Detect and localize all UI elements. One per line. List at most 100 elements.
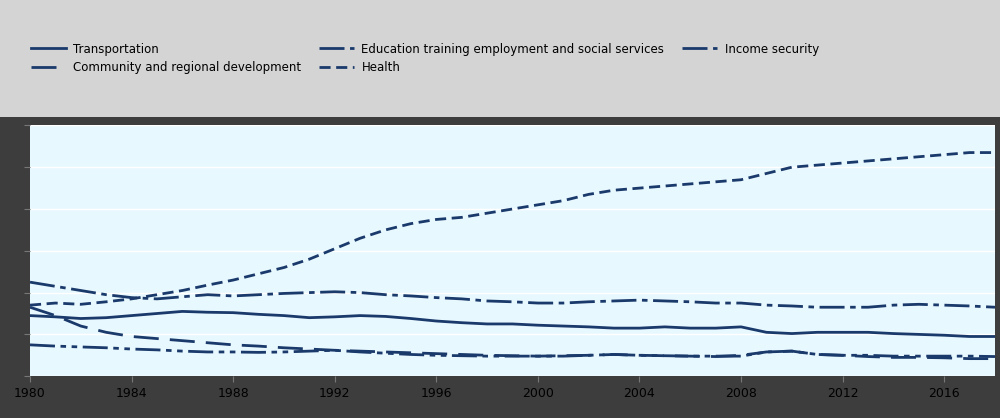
Transportation (786, 331, 798, 336)
Education training employment and social services (49, 284, 61, 289)
Transportation (862, 330, 874, 335)
Education training employment and social services (354, 290, 366, 295)
Transportation (354, 313, 366, 318)
Health (456, 215, 468, 220)
Education training employment and social services (278, 291, 290, 296)
Education training employment and social services (202, 292, 214, 297)
Education training employment and social services (151, 296, 163, 301)
Income security (735, 354, 747, 359)
Transportation (430, 319, 442, 324)
Income security (481, 354, 493, 359)
Income security (557, 354, 569, 359)
Community and regional development (354, 349, 366, 354)
Income security (608, 352, 620, 357)
Community and regional development (532, 354, 544, 359)
Income security (278, 349, 290, 354)
Income security (710, 354, 722, 359)
Income security (354, 349, 366, 354)
Community and regional development (75, 324, 87, 329)
Community and regional development (786, 349, 798, 354)
Health (938, 152, 950, 157)
Community and regional development (253, 344, 265, 349)
Income security (151, 347, 163, 352)
Income security (684, 354, 696, 359)
Health (151, 292, 163, 297)
Health (227, 278, 239, 283)
Community and regional development (405, 350, 417, 355)
Transportation (329, 314, 341, 319)
Community and regional development (684, 354, 696, 359)
Transportation (100, 315, 112, 320)
Community and regional development (329, 348, 341, 353)
Transportation (710, 326, 722, 331)
Income security (227, 349, 239, 354)
Community and regional development (176, 338, 188, 343)
Income security (75, 344, 87, 349)
Health (811, 163, 823, 168)
Health (75, 302, 87, 307)
Transportation (811, 330, 823, 335)
Health (253, 271, 265, 276)
Health (862, 158, 874, 163)
Income security (329, 348, 341, 353)
Education training employment and social services (583, 299, 595, 304)
Transportation (964, 334, 976, 339)
Community and regional development (760, 349, 772, 354)
Community and regional development (506, 353, 518, 358)
Income security (430, 353, 442, 358)
Income security (837, 353, 849, 358)
Health (506, 206, 518, 212)
Community and regional development (557, 353, 569, 358)
Education training employment and social services (456, 296, 468, 301)
Transportation (506, 321, 518, 326)
Community and regional development (887, 355, 899, 360)
Transportation (202, 310, 214, 315)
Transportation (303, 315, 315, 320)
Community and regional development (710, 354, 722, 359)
Transportation (633, 326, 645, 331)
Education training employment and social services (329, 289, 341, 294)
Income security (380, 351, 392, 356)
Transportation (278, 313, 290, 318)
Health (633, 186, 645, 191)
Health (760, 171, 772, 176)
Education training employment and social services (659, 298, 671, 303)
Income security (202, 349, 214, 354)
Transportation (227, 310, 239, 315)
Education training employment and social services (938, 303, 950, 308)
Education training employment and social services (913, 302, 925, 307)
Income security (938, 354, 950, 359)
Education training employment and social services (811, 305, 823, 310)
Transportation (659, 324, 671, 329)
Health (913, 154, 925, 159)
Community and regional development (964, 356, 976, 361)
Income security (100, 345, 112, 350)
Transportation (176, 309, 188, 314)
Education training employment and social services (380, 292, 392, 297)
Community and regional development (100, 330, 112, 335)
Income security (659, 353, 671, 358)
Transportation (913, 332, 925, 337)
Community and regional development (837, 353, 849, 358)
Education training employment and social services (786, 303, 798, 308)
Health (329, 246, 341, 251)
Education training employment and social services (532, 301, 544, 306)
Line: Income security: Income security (30, 345, 995, 357)
Transportation (989, 334, 1000, 339)
Education training employment and social services (837, 305, 849, 310)
Education training employment and social services (176, 294, 188, 299)
Income security (49, 344, 61, 349)
Income security (303, 349, 315, 354)
Community and regional development (24, 305, 36, 310)
Health (24, 303, 36, 308)
Income security (176, 349, 188, 354)
Community and regional development (659, 353, 671, 358)
Income security (862, 353, 874, 358)
Health (126, 296, 138, 301)
Health (735, 177, 747, 182)
Income security (887, 354, 899, 359)
Education training employment and social services (710, 301, 722, 306)
Health (380, 227, 392, 232)
Income security (24, 342, 36, 347)
Education training employment and social services (887, 303, 899, 308)
